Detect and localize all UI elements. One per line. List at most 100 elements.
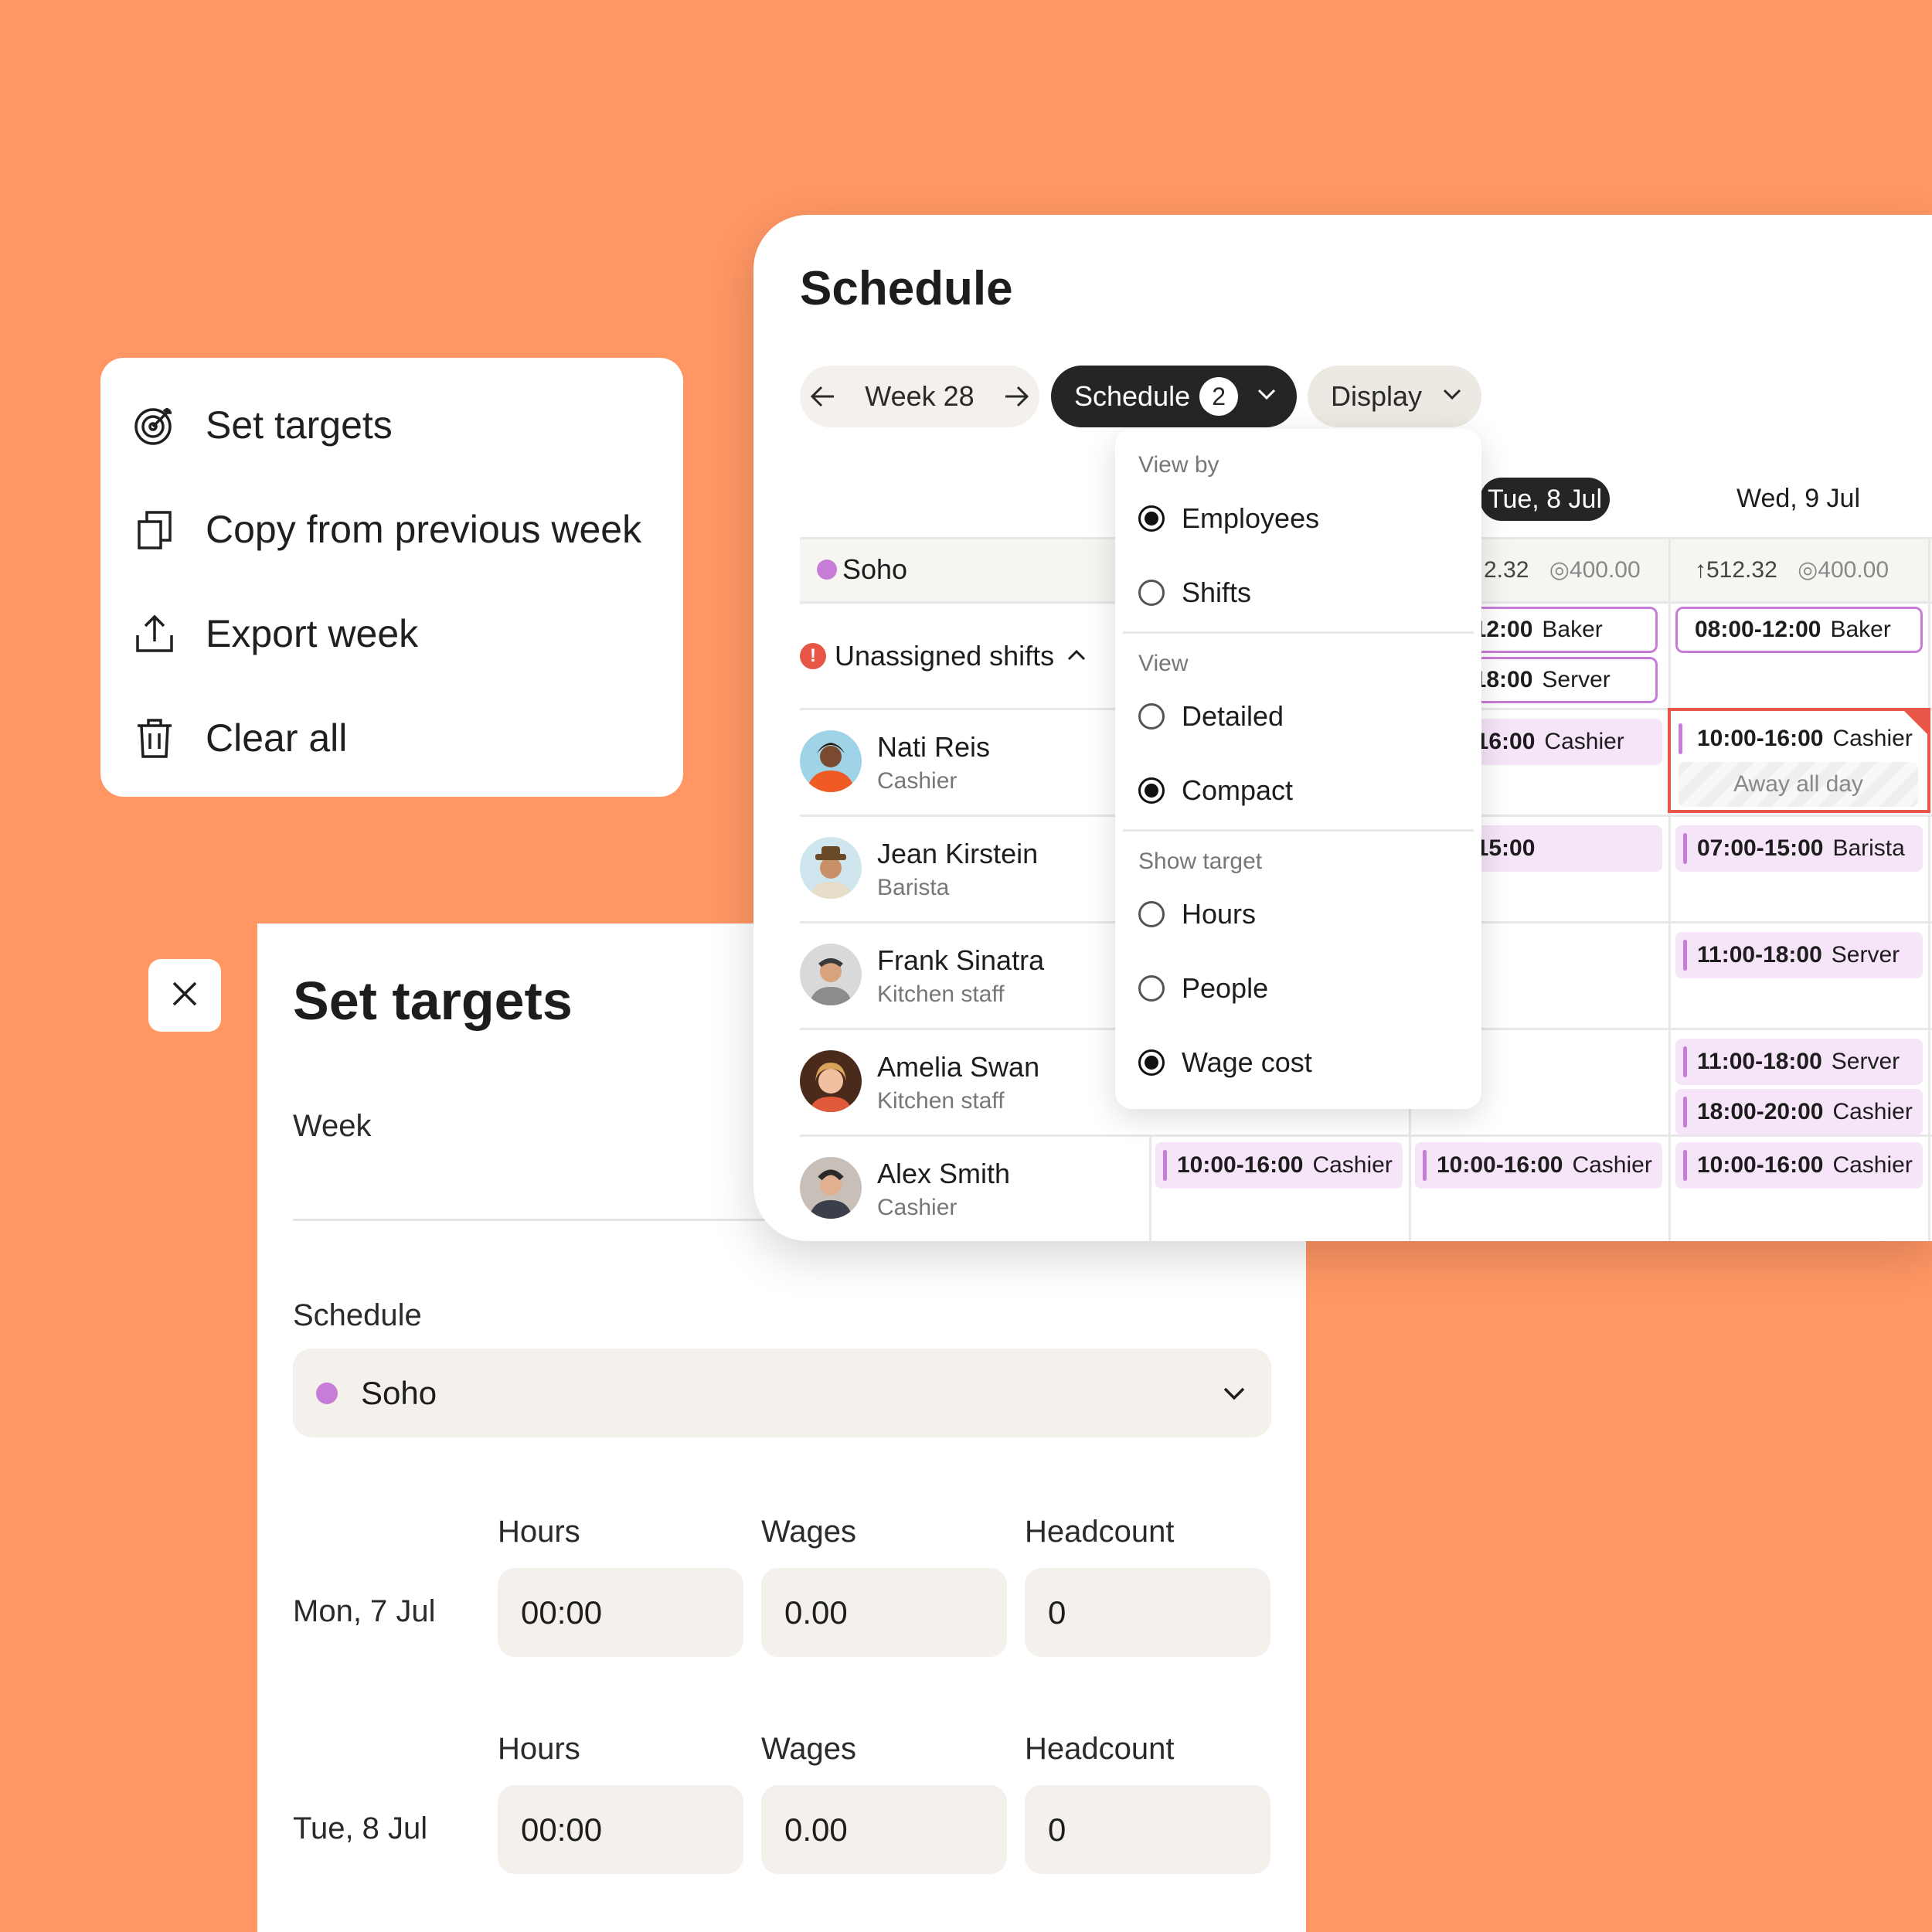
option-detailed[interactable]: Detailed bbox=[1138, 700, 1284, 733]
divider bbox=[1149, 1134, 1151, 1241]
copy-previous-week-menu-item[interactable]: Copy from previous week bbox=[131, 495, 665, 564]
menu-item-label: Clear all bbox=[206, 716, 348, 760]
schedule-count-badge: 2 bbox=[1199, 377, 1239, 416]
menu-item-label: Copy from previous week bbox=[206, 508, 642, 551]
panel-title: Set targets bbox=[293, 971, 573, 1031]
week-label: Week bbox=[293, 1109, 372, 1143]
wages-column-header: Wages bbox=[761, 1515, 857, 1549]
week-label: Week 28 bbox=[865, 380, 975, 412]
wages-input[interactable]: 0.00 bbox=[761, 1785, 1007, 1874]
radio-unselected-icon bbox=[1138, 703, 1165, 730]
schedule-button-label: Schedule bbox=[1074, 380, 1191, 412]
headcount-column-header: Headcount bbox=[1025, 1515, 1175, 1549]
display-button[interactable]: Display bbox=[1308, 366, 1481, 427]
conflict-cell[interactable]: 10:00-16:00 Cashier Away all day bbox=[1668, 708, 1930, 813]
shift-role: Barista bbox=[1832, 835, 1905, 861]
shift-role: Cashier bbox=[1832, 1152, 1913, 1178]
location-color-dot bbox=[817, 560, 837, 580]
arrow-up-icon: ↑ bbox=[1695, 557, 1706, 583]
headcount-input[interactable]: 0 bbox=[1025, 1785, 1270, 1874]
option-label: Hours bbox=[1182, 898, 1257, 930]
shift-block[interactable]: 10:00-16:00 Cashier bbox=[1415, 1142, 1662, 1189]
clear-all-menu-item[interactable]: Clear all bbox=[131, 703, 665, 773]
hours-input[interactable]: 00:00 bbox=[498, 1785, 743, 1874]
headcount-input[interactable]: 0 bbox=[1025, 1568, 1270, 1657]
hours-column-header: Hours bbox=[498, 1515, 580, 1549]
option-compact[interactable]: Compact bbox=[1138, 774, 1293, 807]
shift-block[interactable]: 11:00-18:00 Server bbox=[1675, 1039, 1923, 1085]
unassigned-shifts-toggle[interactable]: Unassigned shifts bbox=[835, 640, 1088, 672]
avatar[interactable] bbox=[800, 1157, 862, 1219]
schedule-select[interactable]: Soho bbox=[293, 1349, 1271, 1437]
divider bbox=[800, 1134, 1932, 1137]
shift-block[interactable]: 08:00-12:00 Baker bbox=[1675, 607, 1923, 653]
shift-role: Server bbox=[1831, 942, 1900, 968]
shift-role: Cashier bbox=[1832, 726, 1913, 751]
target-icon: ◎ bbox=[1798, 557, 1818, 583]
shift-block[interactable]: 18:00-20:00 Cashier bbox=[1675, 1089, 1923, 1135]
schedule-select-value: Soho bbox=[361, 1374, 437, 1411]
day-header-wed[interactable]: Wed, 9 Jul bbox=[1736, 484, 1861, 513]
employee-role: Cashier bbox=[877, 1195, 957, 1220]
shift-block[interactable]: 10:00-16:00 Cashier bbox=[1155, 1142, 1403, 1189]
wages-column-header: Wages bbox=[761, 1732, 857, 1766]
wages-input[interactable]: 0.00 bbox=[761, 1568, 1007, 1657]
close-button[interactable] bbox=[148, 959, 221, 1032]
shift-role: Server bbox=[1542, 667, 1611, 692]
shift-block[interactable]: 07:00-15:00 Barista bbox=[1675, 825, 1923, 872]
trash-icon bbox=[131, 715, 178, 761]
employee-name: Frank Sinatra bbox=[877, 944, 1045, 976]
chevron-down-icon bbox=[1220, 1379, 1248, 1411]
shift-role: Server bbox=[1831, 1049, 1900, 1074]
headcount-column-header: Headcount bbox=[1025, 1732, 1175, 1766]
radio-selected-icon bbox=[1138, 777, 1165, 804]
display-button-label: Display bbox=[1331, 380, 1423, 412]
shift-block[interactable]: 10:00-16:00 Cashier bbox=[1675, 716, 1921, 762]
radio-selected-icon bbox=[1138, 1049, 1165, 1076]
avatar[interactable] bbox=[800, 837, 862, 899]
warning-icon: ! bbox=[800, 643, 826, 669]
employee-role: Kitchen staff bbox=[877, 981, 1005, 1007]
option-shifts[interactable]: Shifts bbox=[1138, 577, 1251, 609]
option-label: Shifts bbox=[1182, 577, 1252, 608]
employee-name: Amelia Swan bbox=[877, 1051, 1040, 1083]
dropdown-section-title: View bbox=[1138, 651, 1189, 676]
divider bbox=[1123, 829, 1474, 832]
export-icon bbox=[131, 611, 178, 657]
arrow-right-icon[interactable] bbox=[993, 385, 1039, 408]
divider bbox=[1928, 539, 1930, 1241]
schedule-label: Schedule bbox=[293, 1298, 422, 1332]
schedule-filter-button[interactable]: Schedule 2 bbox=[1051, 366, 1297, 427]
menu-item-label: Export week bbox=[206, 612, 419, 655]
set-targets-menu-item[interactable]: Set targets bbox=[131, 390, 665, 460]
shift-color-bar bbox=[1679, 723, 1682, 754]
employee-name: Alex Smith bbox=[877, 1158, 1011, 1189]
shift-block[interactable]: 11:00-18:00 Server bbox=[1675, 932, 1923, 978]
employee-role: Cashier bbox=[877, 768, 957, 794]
shift-time: 10:00-16:00 bbox=[1177, 1152, 1304, 1178]
avatar[interactable] bbox=[800, 1050, 862, 1112]
shift-time: 11:00-18:00 bbox=[1697, 942, 1822, 968]
employee-role: Kitchen staff bbox=[877, 1088, 1005, 1114]
avatar[interactable] bbox=[800, 730, 862, 792]
chevron-down-icon bbox=[1440, 380, 1464, 413]
stat-target: 400.00 bbox=[1818, 557, 1889, 583]
divider bbox=[1668, 539, 1671, 1241]
option-wage-cost[interactable]: Wage cost bbox=[1138, 1046, 1312, 1079]
option-label: Detailed bbox=[1182, 700, 1284, 732]
export-week-menu-item[interactable]: Export week bbox=[131, 599, 665, 668]
avatar[interactable] bbox=[800, 944, 862, 1005]
option-hours[interactable]: Hours bbox=[1138, 898, 1256, 930]
unassigned-shifts-label: Unassigned shifts bbox=[835, 640, 1055, 672]
close-icon bbox=[169, 978, 200, 1013]
conflict-flag-icon bbox=[1903, 709, 1929, 736]
target-icon: ◎ bbox=[1549, 557, 1570, 583]
arrow-left-icon[interactable] bbox=[800, 385, 846, 408]
option-employees[interactable]: Employees bbox=[1138, 502, 1319, 535]
day-label: Tue, 8 Jul bbox=[293, 1811, 428, 1845]
option-people[interactable]: People bbox=[1138, 972, 1268, 1005]
day-header-tue[interactable]: Tue, 8 Jul bbox=[1480, 478, 1610, 521]
hours-input[interactable]: 00:00 bbox=[498, 1568, 743, 1657]
shift-block[interactable]: 10:00-16:00 Cashier bbox=[1675, 1142, 1923, 1189]
shift-role: Baker bbox=[1542, 617, 1603, 642]
